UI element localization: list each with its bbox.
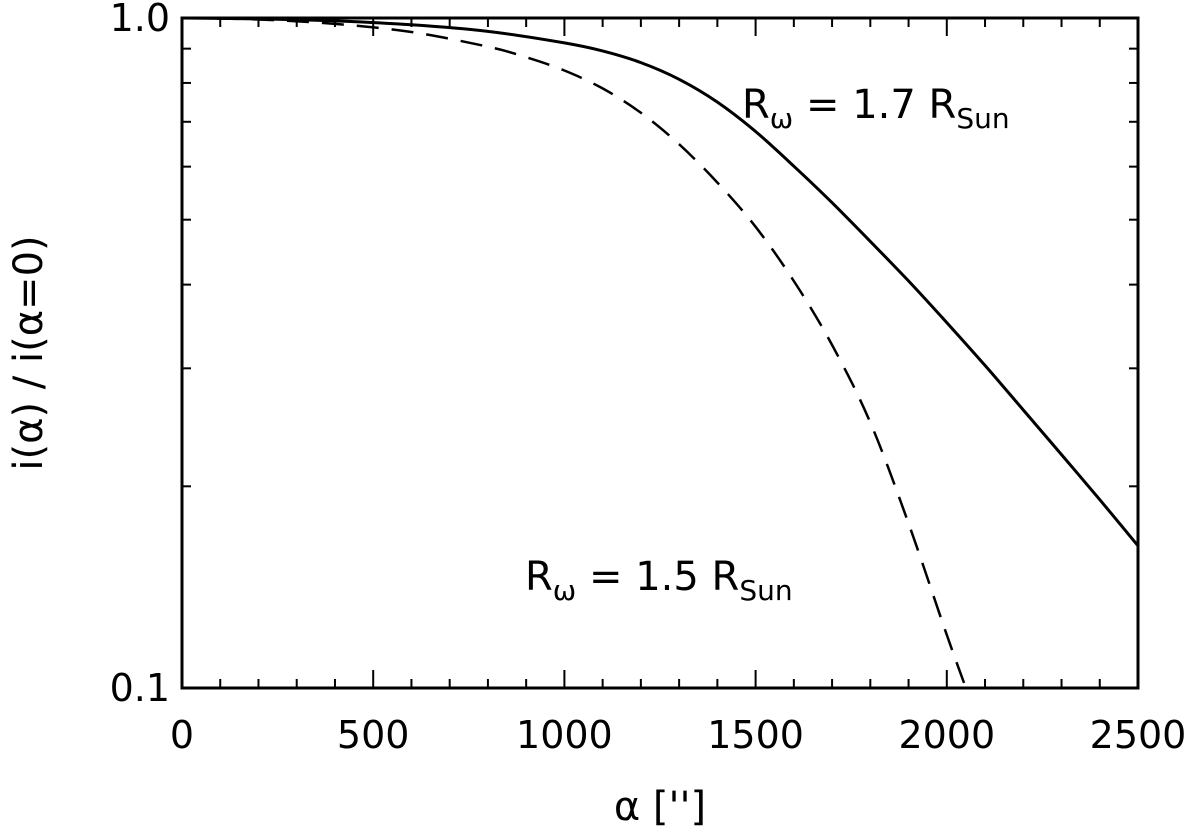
x-tick-label: 500 [337,713,410,757]
x-tick-label: 2500 [1090,713,1187,757]
x-axis-label: α [''] [614,784,706,830]
y-tick-label: 0.1 [110,666,170,710]
x-tick-label: 0 [170,713,194,757]
x-tick-label: 1500 [707,713,804,757]
axis-tick-labels: 0 500 1000 1500 2000 2500 0.1 1.0 [110,0,1187,757]
y-tick-label: 1.0 [110,0,170,40]
series-line-solid [181,16,1140,547]
plot-frame [180,16,1140,690]
series-line-dashed [181,16,968,689]
annotation-dashed: Rω = 1.5 RSun [525,554,793,607]
series-group [181,16,1140,689]
y-axis-label: i(α) / i(α=0) [6,235,52,470]
annotation-solid: Rω = 1.7 RSun [742,82,1010,135]
x-tick-label: 1000 [516,713,613,757]
x-tick-label: 2000 [898,713,995,757]
axis-ticks [181,17,1139,689]
